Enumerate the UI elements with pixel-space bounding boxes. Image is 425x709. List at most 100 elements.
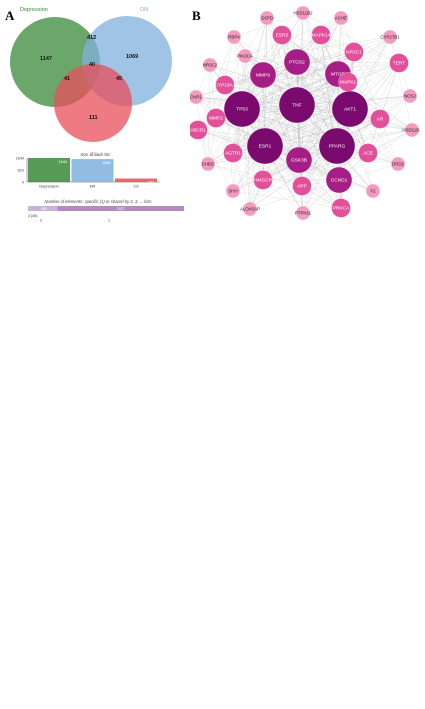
network-node — [331, 198, 351, 218]
network-edge — [298, 73, 339, 161]
elements-chart-category-label: 3 (40) — [28, 214, 37, 218]
elements-chart-value-label: 2327 — [117, 207, 125, 211]
network-node-label: MMP9 — [256, 73, 270, 79]
network-edge — [241, 62, 400, 110]
network-node-label: MAPK1 — [340, 80, 357, 86]
elements-chart-category-label: 1 — [108, 219, 110, 223]
venn-count-depression-dn: 412 — [87, 35, 96, 41]
bar-chart-value-label: 1566 — [102, 161, 110, 165]
network-edge — [320, 34, 411, 97]
network-node-label: ALOX5AP — [240, 207, 260, 212]
network-node-label: G6PD — [261, 16, 273, 21]
network-node — [253, 170, 273, 190]
network-edge — [302, 12, 400, 64]
network-node-label: HMGCR — [254, 178, 273, 184]
venn-count-cs-only: 111 — [89, 115, 98, 121]
network-edge — [232, 190, 342, 209]
network-node-label: PTPN11 — [295, 211, 312, 216]
elements-chart-segment — [30, 206, 58, 211]
bar-chart-category-label: Depression — [39, 185, 58, 189]
network-node-label: DRD2 — [392, 162, 405, 167]
network-nodes: HSD11B2 ACHE G6PD ESR2 MAPK14 CYP27B1 RBP4 PIK3… — [190, 5, 420, 221]
bar-chart-category-label: DN — [90, 185, 96, 189]
bar-chart-value-label: 1640 — [59, 160, 67, 164]
network-edge — [232, 17, 268, 154]
bar-chart-category-label: CS — [133, 185, 139, 189]
network-edge — [262, 73, 339, 181]
network-edge — [249, 163, 399, 210]
shared-elements-bar-chart: Number of elements: specific (1) or shar… — [28, 199, 185, 223]
network-edge — [340, 17, 399, 165]
network-edge — [232, 152, 340, 181]
network-edge — [224, 34, 322, 86]
network-node — [295, 5, 311, 21]
network-edge — [195, 96, 338, 147]
venn-set-label-depression: Depression — [20, 7, 48, 13]
network-node-label: CNR1 — [190, 95, 203, 100]
bar-chart-bar — [71, 159, 114, 182]
network-node-label: NR3C1 — [346, 50, 362, 56]
network-node — [283, 48, 311, 76]
network-node-label: AKT1 — [344, 107, 356, 113]
network-node-label: HSD11B1 — [402, 128, 420, 133]
network-node-label: PRKCA — [333, 206, 350, 212]
network-node — [223, 90, 261, 128]
network-node-label: TERT — [393, 61, 406, 67]
elements-chart-value-label: 498 — [41, 207, 47, 211]
network-node — [325, 166, 353, 194]
network-node — [311, 25, 331, 45]
network-node — [272, 25, 292, 45]
network-node — [333, 10, 349, 26]
network-node — [259, 10, 275, 26]
network-node — [295, 205, 311, 221]
bar-chart-bar — [28, 158, 70, 182]
network-node — [200, 156, 216, 172]
network-node-label: CYP19A1 — [214, 83, 235, 89]
network-node — [278, 86, 316, 124]
network-node — [382, 29, 398, 45]
network-node — [390, 156, 406, 172]
network-node-label: NOS2 — [404, 94, 417, 99]
network-edge — [336, 36, 391, 147]
network-edge — [347, 36, 391, 83]
network-node — [249, 61, 277, 89]
venn-count-dn-only: 1069 — [126, 54, 138, 60]
elements-chart-title: Number of elements: specific (1) or shar… — [44, 199, 152, 204]
venn-diagram: Depression DN CS 1147 412 1069 40 41 45 … — [10, 7, 172, 158]
network-node-label: AGTR1 — [225, 151, 241, 157]
network-node-label: TNF — [292, 103, 301, 109]
network-edge — [241, 36, 391, 110]
elements-chart-segment — [57, 206, 185, 211]
venn-count-depression-cs: 41 — [64, 76, 70, 82]
network-node — [190, 120, 208, 140]
panel-a-label: A — [5, 8, 15, 23]
network-edge — [302, 108, 351, 214]
venn-count-dn-cs: 45 — [116, 76, 122, 82]
network-node-label: ABCB1 — [190, 128, 206, 134]
network-edge — [389, 36, 413, 131]
venn-count-depression-only: 1147 — [40, 56, 52, 62]
network-node — [344, 42, 364, 62]
network-edge — [264, 12, 304, 147]
network-edge — [301, 129, 413, 187]
bar-chart-y-tick-label: 1640 — [16, 157, 24, 161]
network-edge — [262, 74, 374, 192]
network-node — [331, 90, 369, 128]
network-node — [402, 88, 418, 104]
network-edge — [264, 36, 391, 147]
network-node-label: MMP2 — [209, 116, 223, 122]
network-edge — [244, 17, 342, 57]
bar-chart-y-tick-label: 820 — [18, 169, 24, 173]
network-edge — [232, 152, 342, 209]
venn-set-label-dn: DN — [140, 7, 148, 13]
network-node — [285, 146, 313, 174]
network-node-label: ESR1 — [259, 144, 272, 150]
network-edge — [249, 118, 381, 210]
network-node — [358, 143, 378, 163]
network-edge — [197, 129, 342, 209]
network-node-label: GSK3B — [291, 158, 307, 164]
panel-b-label: B — [192, 8, 201, 23]
network-node-label: PPARG — [329, 144, 346, 150]
network-node-label: AR — [377, 117, 384, 123]
network-node — [404, 122, 420, 138]
